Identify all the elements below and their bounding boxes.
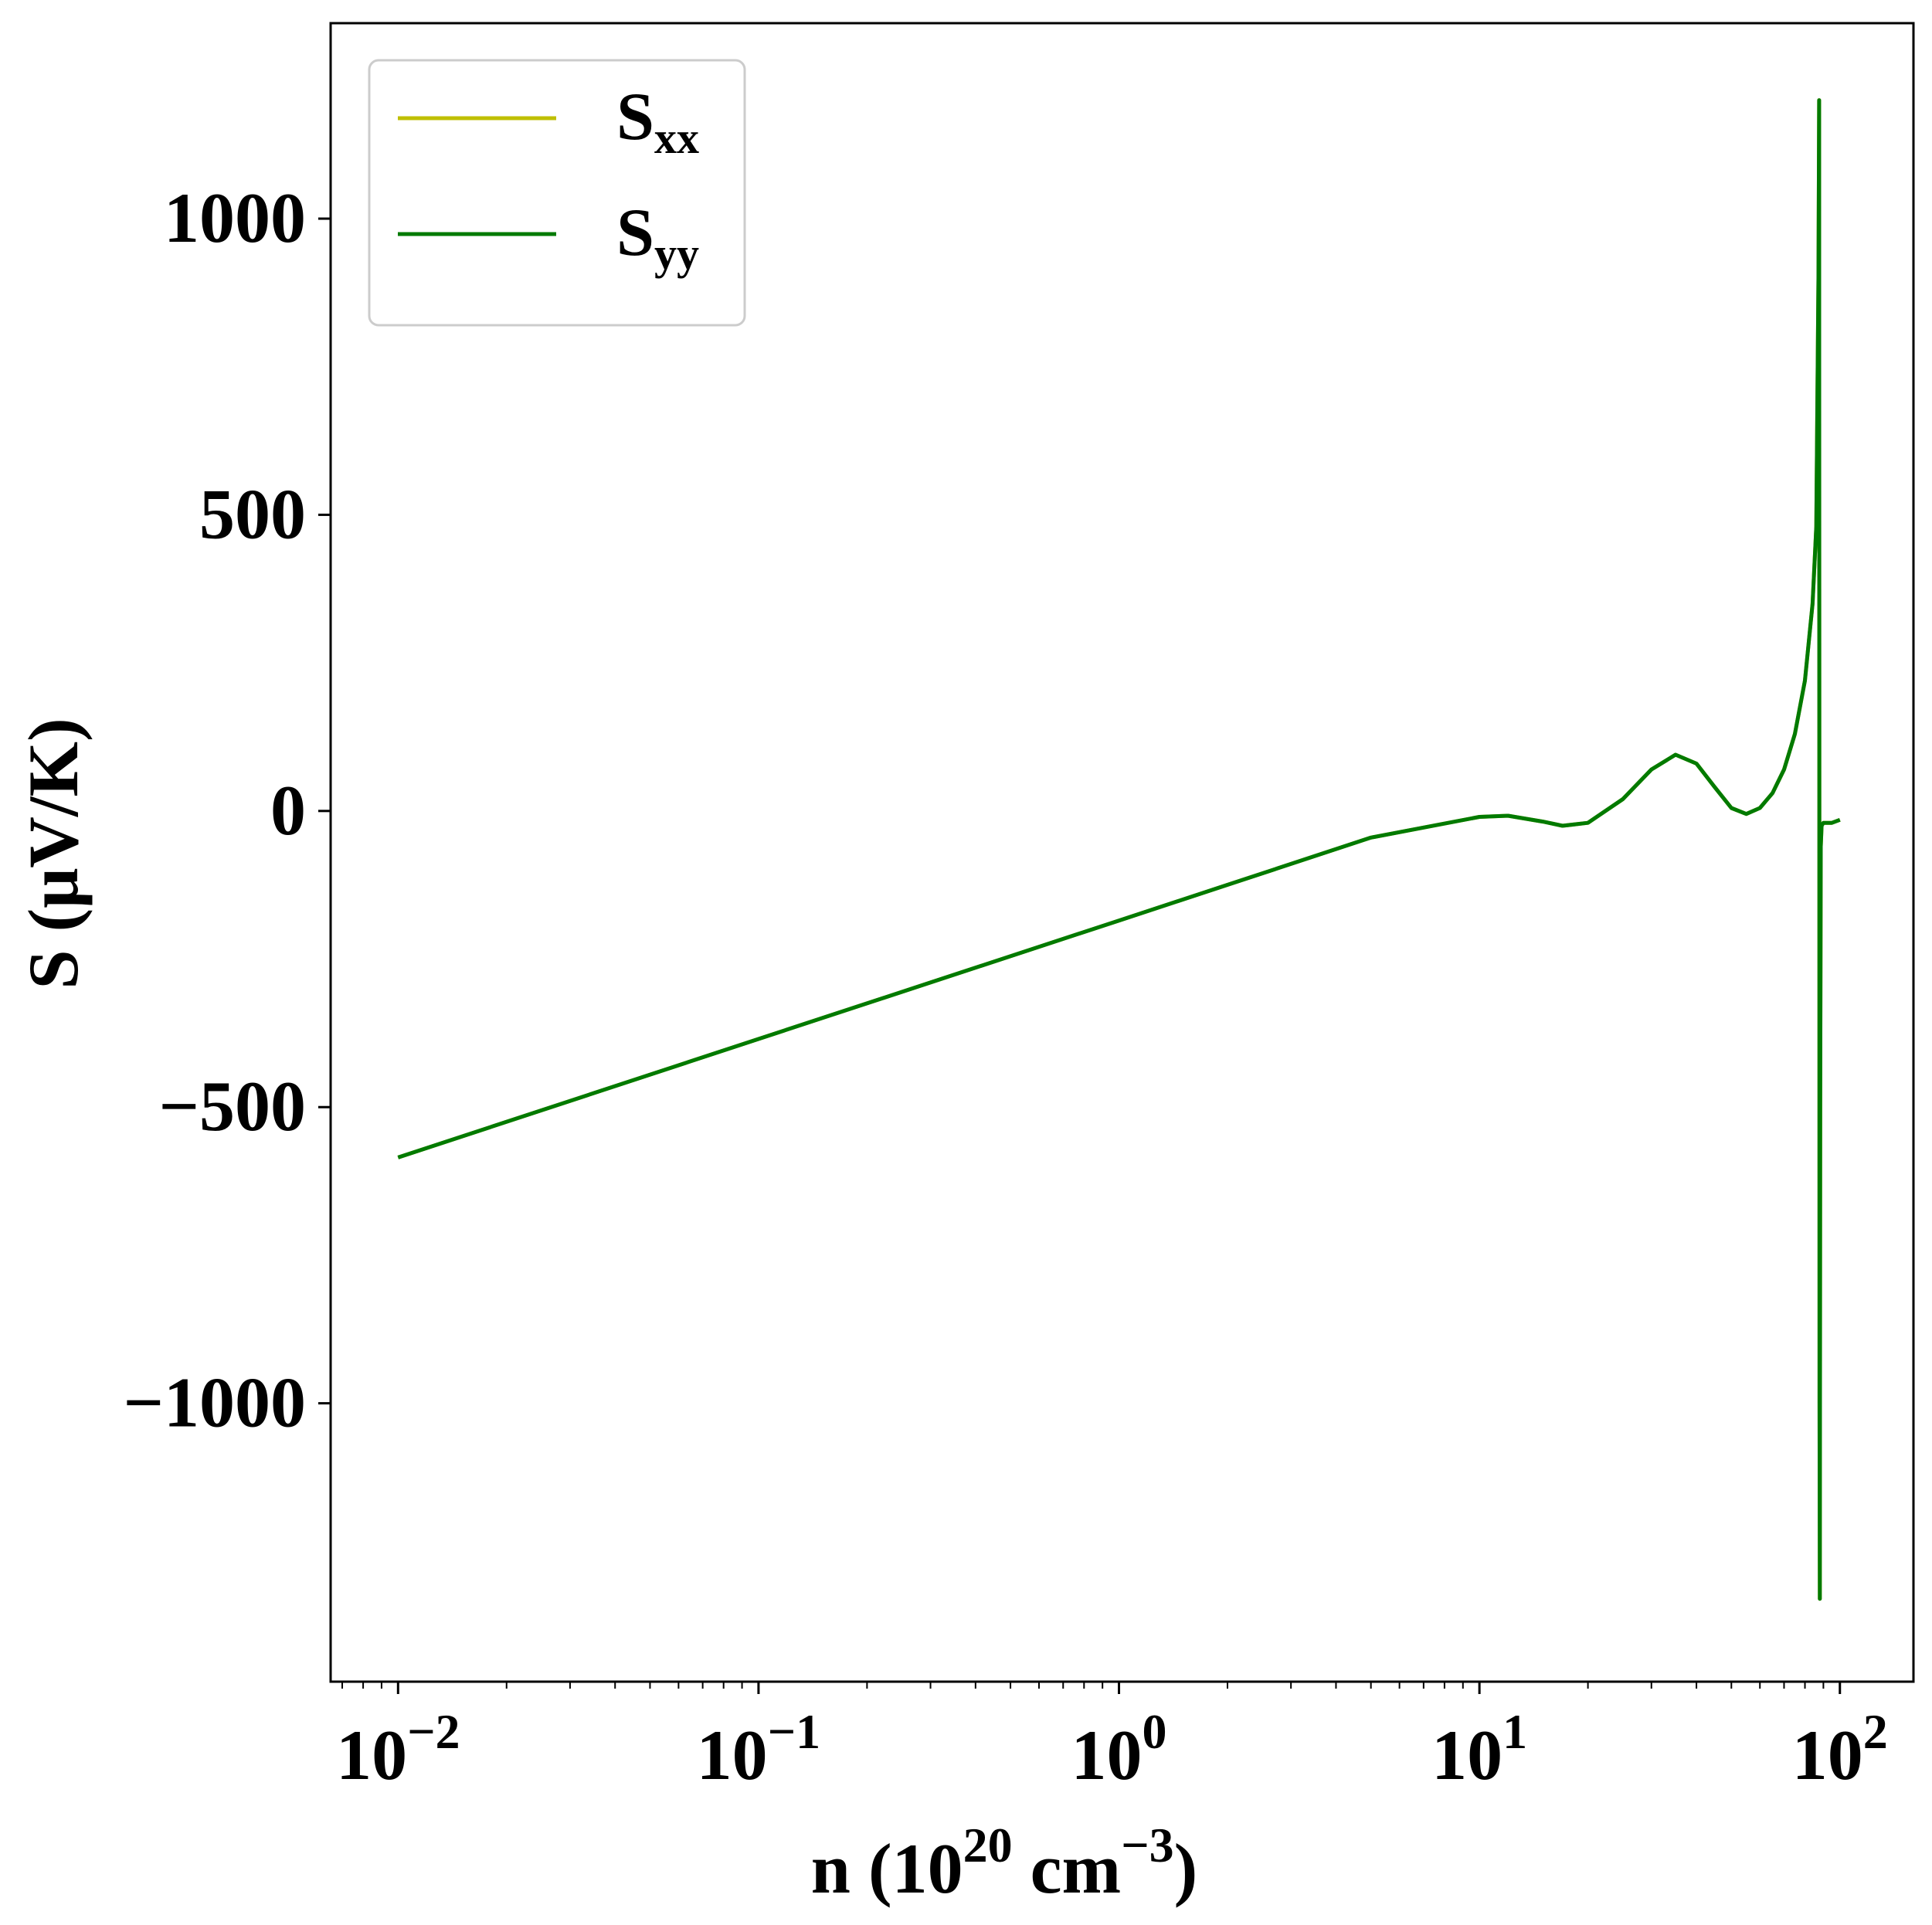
legend-label-yy: Syy bbox=[616, 195, 699, 279]
x-tick-label: 10−2 bbox=[336, 1704, 460, 1794]
y-tick-label: 500 bbox=[199, 474, 306, 553]
x-axis-label: n (1020 cm−3) bbox=[811, 1818, 1197, 1908]
x-tick-label: 102 bbox=[1792, 1704, 1888, 1794]
y-axis-label: S (μV/K) bbox=[14, 718, 93, 989]
legend-box bbox=[368, 59, 746, 327]
y-tick-label: −500 bbox=[159, 1067, 306, 1146]
plot-frame bbox=[329, 22, 1915, 1683]
y-tick-label: −1000 bbox=[124, 1363, 306, 1442]
y-tick-label: 1000 bbox=[164, 178, 306, 257]
legend: Sxx Syy bbox=[368, 59, 746, 327]
y-tick-label: 0 bbox=[270, 771, 306, 850]
x-axis-ticks: 10−2 10−1 100 101 102 bbox=[336, 1682, 1888, 1794]
series-lines bbox=[397, 98, 1841, 1601]
x-tick-label: 101 bbox=[1431, 1704, 1527, 1794]
legend-label-xx: Sxx bbox=[616, 80, 699, 163]
x-tick-label: 10−1 bbox=[697, 1704, 820, 1794]
x-tick-label: 100 bbox=[1071, 1704, 1167, 1794]
series-line-yy bbox=[397, 98, 1841, 1601]
y-axis-ticks: 1000 500 0 −500 −1000 bbox=[124, 178, 331, 1442]
